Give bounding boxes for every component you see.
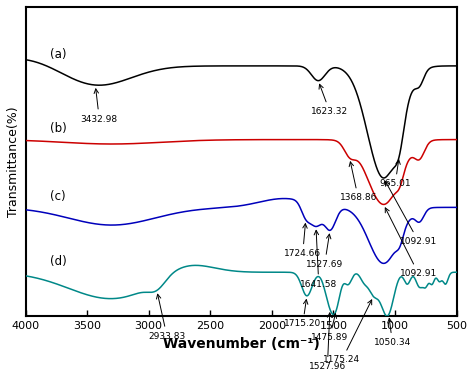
Text: 1724.66: 1724.66 [284,224,321,258]
Text: (c): (c) [50,190,66,203]
Text: 1050.34: 1050.34 [374,318,411,347]
Y-axis label: Transmittance(%): Transmittance(%) [7,106,20,217]
Text: 2933.83: 2933.83 [148,294,186,341]
Text: 1475.89: 1475.89 [311,314,348,342]
Text: 1527.69: 1527.69 [306,234,343,269]
Text: (d): (d) [50,255,67,268]
Text: 1623.32: 1623.32 [311,84,348,116]
Text: (a): (a) [50,48,67,62]
Text: 1527.96: 1527.96 [309,313,346,371]
Text: 1092.91: 1092.91 [385,208,437,278]
Text: 1175.24: 1175.24 [323,300,372,364]
Text: (b): (b) [50,122,67,135]
Text: 1092.91: 1092.91 [385,182,437,246]
Text: 965.01: 965.01 [379,160,411,189]
Text: 1641.58: 1641.58 [300,230,337,288]
X-axis label: Wavenumber (cm⁻¹): Wavenumber (cm⁻¹) [163,337,319,351]
Text: 1368.86: 1368.86 [339,162,377,202]
Text: 1715.20: 1715.20 [284,300,321,328]
Text: 3432.98: 3432.98 [81,89,118,123]
